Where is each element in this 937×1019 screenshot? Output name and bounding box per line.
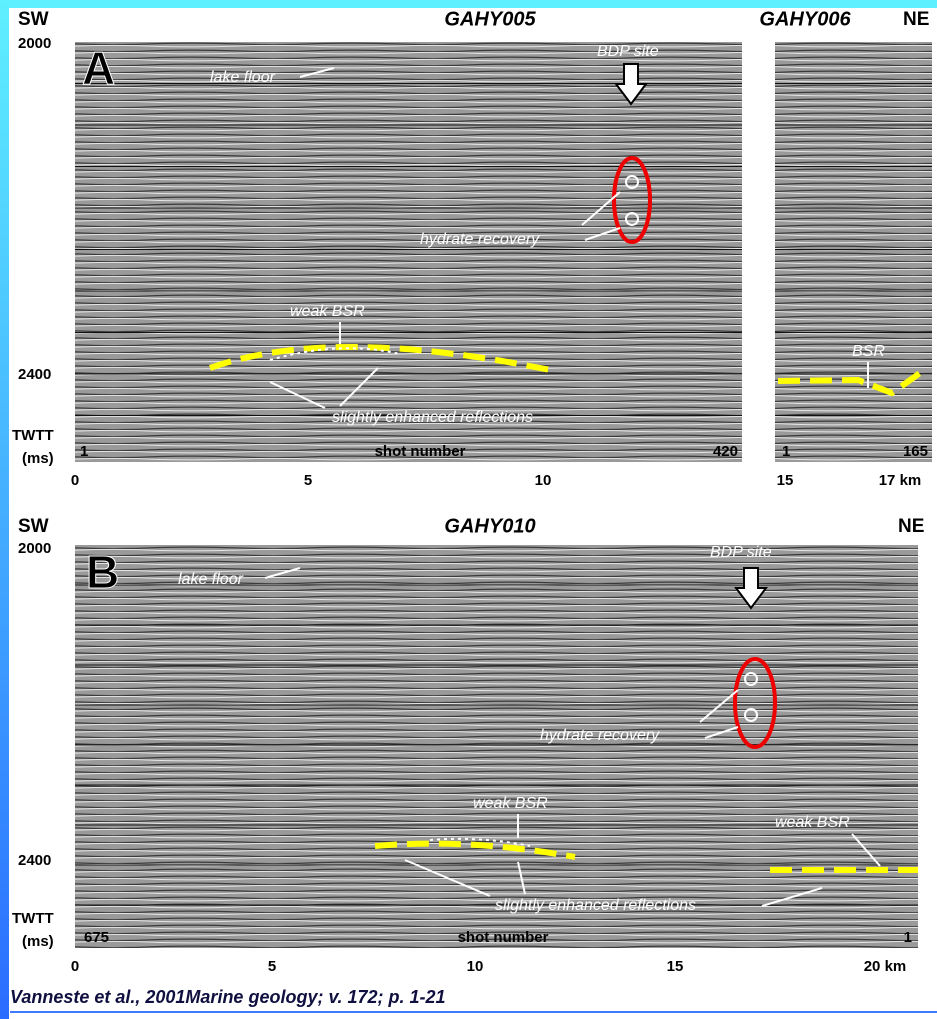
annotation: BDP site [597,43,659,60]
annotation: hydrate recovery [420,231,540,248]
marker [625,175,639,189]
axis-title: TWTT [12,427,54,444]
direction: NE [903,9,929,30]
arrow [264,567,301,579]
direction: SW [18,9,49,30]
y-label: 2400 [18,366,51,383]
x-label: 17 km [879,472,922,489]
annotation: BDP site [710,544,772,561]
shot-label: 675 [84,929,109,946]
line-name: GAHY006 [759,8,851,30]
shot-label: 165 [903,443,928,460]
panel-label: B [86,546,119,598]
direction: SW [18,516,49,537]
arrow [851,833,881,867]
marker [625,212,639,226]
y-label: 2000 [18,35,51,52]
marker [744,672,758,686]
bsr-line [374,840,576,860]
shot-label: 420 [713,443,738,460]
citation: Vanneste et al., 2001Marine geology; v. … [10,987,446,1007]
highlight [612,156,652,244]
bsr-line [208,344,551,373]
arrow [269,367,379,409]
annotation: hydrate recovery [540,727,660,744]
shot-label: 1 [904,929,912,946]
x-label: 0 [71,958,79,975]
x-label: 5 [304,472,312,489]
marker [744,708,758,722]
arrow [699,689,739,739]
arrow [581,191,621,241]
axis-title: TWTT [12,910,54,927]
annotation: lake floor [210,69,276,86]
annotation: slightly enhanced reflections [495,897,696,914]
x-label: 20 km [864,958,907,975]
panel-label: A [82,42,115,94]
annotation: lake floor [178,571,244,588]
x-label: 10 [467,958,484,975]
annotation: slightly enhanced reflections [332,409,533,426]
line-name: GAHY005 [444,8,536,30]
annotation: weak BSR [473,795,548,812]
shot-label: 1 [80,443,88,460]
x-label: 15 [667,958,684,975]
seismic-section [75,545,918,948]
highlight [733,657,777,749]
site-arrow [614,63,648,106]
axis-title: (ms) [22,450,54,467]
y-label: 2400 [18,852,51,869]
annotation: BSR [852,343,885,360]
line-name: GAHY010 [444,515,535,537]
bsr-line [777,365,929,397]
grid [75,584,918,906]
shot-label: 1 [782,443,790,460]
x-label: 15 [777,472,794,489]
direction: NE [898,516,924,537]
shot-label: shot number [458,929,549,946]
reflector [269,347,401,361]
seismic-section [75,42,742,462]
top-strip [0,0,937,8]
x-label: 5 [268,958,276,975]
x-label: 0 [71,472,79,489]
shot-label: shot number [375,443,466,460]
side-strip [0,0,9,1019]
arrow [299,67,335,78]
grid [75,83,932,416]
site-arrow [734,567,768,610]
annotation: weak BSR [290,303,365,320]
annotation: weak BSR [775,814,850,831]
x-label: 10 [535,472,552,489]
arrow [404,859,823,907]
seismic-section [775,42,932,462]
reflector [429,837,531,847]
axis-title: (ms) [22,933,54,950]
y-label: 2000 [18,540,51,557]
